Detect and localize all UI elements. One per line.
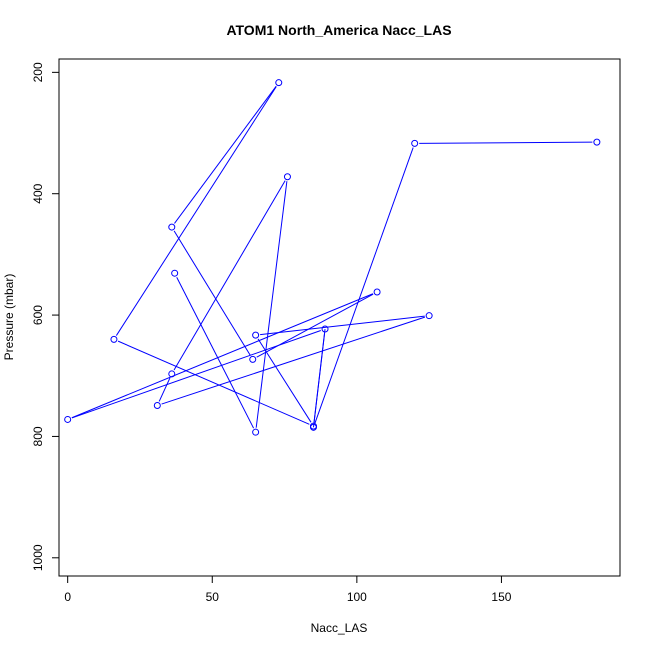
data-point bbox=[171, 269, 179, 277]
data-point bbox=[153, 401, 161, 409]
series-line-segment bbox=[117, 340, 310, 425]
x-tick-label: 150 bbox=[491, 590, 511, 604]
y-axis: 200 400 600 800 1000 bbox=[31, 62, 59, 571]
y-axis-label: Pressure (mbar) bbox=[2, 274, 16, 361]
data-point bbox=[283, 173, 291, 181]
data-point bbox=[168, 370, 176, 378]
data-point bbox=[275, 79, 283, 87]
series-line-segment bbox=[71, 293, 374, 419]
series-line-segment bbox=[71, 330, 321, 419]
x-tick-label: 100 bbox=[347, 590, 367, 604]
series-line-segment bbox=[176, 276, 255, 429]
x-axis-label: Nacc_LAS bbox=[311, 621, 368, 635]
series-line-segment bbox=[257, 338, 312, 423]
series-line-segment bbox=[173, 180, 286, 371]
series-line-segment bbox=[174, 85, 277, 224]
series-line-segment bbox=[312, 328, 326, 428]
series-line-segment bbox=[314, 147, 414, 424]
data-point bbox=[321, 325, 329, 333]
y-tick-label: 200 bbox=[31, 62, 45, 82]
y-tick-label: 400 bbox=[31, 183, 45, 203]
data-point bbox=[168, 223, 176, 231]
series-line-segment bbox=[419, 141, 593, 144]
series-line-segment bbox=[115, 86, 277, 336]
series-line-segment bbox=[161, 316, 426, 405]
data-point bbox=[252, 428, 260, 436]
x-axis: 0 50 100 150 bbox=[64, 576, 512, 604]
data-point bbox=[64, 415, 72, 423]
plot-area bbox=[58, 58, 621, 577]
data-point bbox=[110, 335, 118, 343]
series-layer bbox=[64, 79, 601, 436]
chart-title: ATOM1 North_America Nacc_LAS bbox=[226, 22, 451, 38]
y-tick-label: 800 bbox=[31, 426, 45, 446]
data-point bbox=[373, 288, 381, 296]
data-point bbox=[309, 422, 317, 430]
series-line-segment bbox=[158, 377, 171, 402]
x-tick-label: 50 bbox=[206, 590, 220, 604]
x-tick-label: 0 bbox=[64, 590, 71, 604]
data-point bbox=[411, 139, 419, 147]
data-point bbox=[593, 138, 601, 146]
series-line-segment bbox=[256, 293, 374, 358]
y-tick-label: 1000 bbox=[31, 544, 45, 571]
series-line-segment bbox=[255, 181, 288, 428]
data-point bbox=[249, 355, 257, 363]
y-tick-label: 600 bbox=[31, 305, 45, 325]
data-point bbox=[425, 312, 433, 320]
series-line-segment bbox=[260, 315, 425, 336]
data-point bbox=[252, 331, 260, 339]
series-line-segment bbox=[173, 230, 251, 356]
